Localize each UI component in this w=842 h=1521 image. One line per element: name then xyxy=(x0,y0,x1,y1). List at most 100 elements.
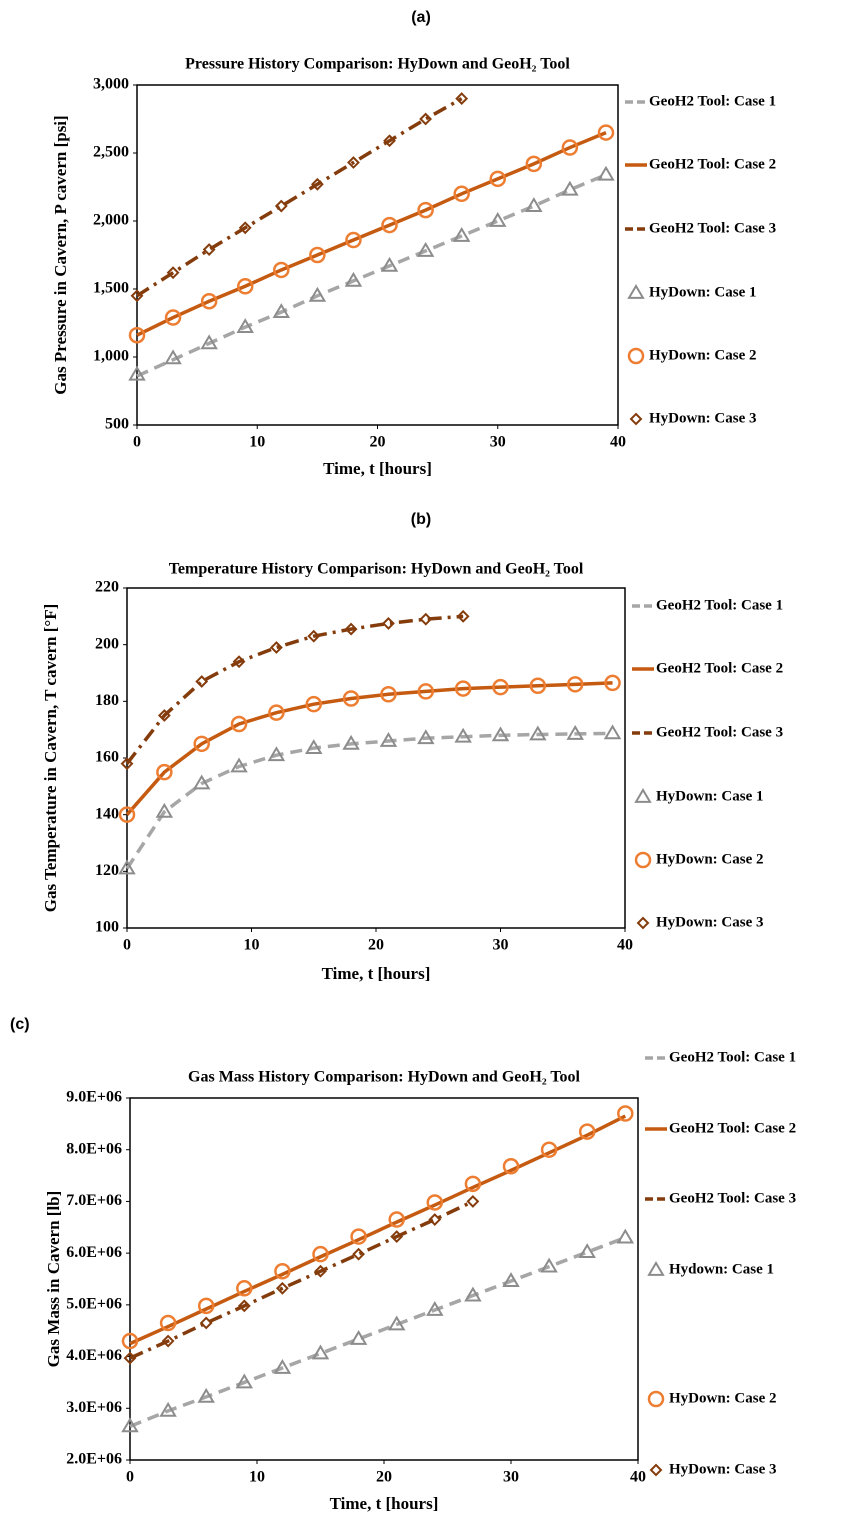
marker xyxy=(647,1261,665,1276)
marker xyxy=(419,612,433,626)
marker xyxy=(236,278,254,295)
y-tick-label: 4.0E+06 xyxy=(66,1347,122,1364)
x-axis-label: Time, t [hours] xyxy=(323,459,432,478)
marker xyxy=(236,1280,253,1297)
y-tick-label: 160 xyxy=(95,749,119,766)
marker xyxy=(349,1330,368,1345)
legend-label: GeoH2 Tool: Case 1 xyxy=(649,93,776,109)
marker xyxy=(636,916,650,930)
marker xyxy=(381,216,398,234)
marker xyxy=(267,746,286,762)
series-line xyxy=(129,1199,474,1360)
marker xyxy=(525,155,543,173)
legend-label: HyDown: Case 3 xyxy=(669,1461,777,1477)
y-tick-label: 8.0E+06 xyxy=(66,1140,122,1157)
marker xyxy=(235,1373,254,1389)
x-tick-label: 10 xyxy=(249,1469,265,1486)
marker xyxy=(121,1417,139,1433)
chart-title: Pressure History Comparison: HyDown and … xyxy=(185,56,570,73)
marker xyxy=(649,1463,663,1477)
marker xyxy=(156,763,173,781)
y-tick-label: 2,000 xyxy=(93,212,129,229)
y-tick-label: 6.0E+06 xyxy=(66,1244,122,1261)
marker xyxy=(230,757,248,773)
marker xyxy=(456,609,470,623)
marker xyxy=(489,170,506,188)
marker xyxy=(416,241,435,257)
y-tick-label: 3,000 xyxy=(93,76,129,93)
marker xyxy=(540,1257,558,1273)
marker xyxy=(274,1262,291,1280)
marker xyxy=(193,735,210,753)
legend-label: Hydown: Case 1 xyxy=(669,1261,774,1277)
marker xyxy=(426,1194,444,1211)
marker xyxy=(128,326,146,344)
legend-label: GeoH2 Tool: Case 2 xyxy=(656,660,783,676)
series-line xyxy=(136,173,607,378)
series-line xyxy=(136,97,463,298)
marker xyxy=(273,261,290,279)
marker xyxy=(647,1390,665,1408)
marker xyxy=(629,412,643,426)
marker xyxy=(492,678,509,696)
y-tick-label: 220 xyxy=(95,579,119,596)
marker xyxy=(350,1228,367,1245)
y-tick-label: 2.0E+06 xyxy=(66,1451,122,1468)
legend-label: HyDown: Case 3 xyxy=(649,410,757,426)
marker xyxy=(603,724,622,740)
y-tick-label: 3.0E+06 xyxy=(66,1399,122,1416)
x-tick-label: 0 xyxy=(133,434,141,451)
marker xyxy=(417,729,435,745)
series-line xyxy=(129,1235,626,1429)
marker xyxy=(128,365,146,381)
chart-title: Gas Mass History Comparison: HyDown and … xyxy=(188,1069,581,1086)
marker xyxy=(272,303,291,319)
marker xyxy=(634,851,652,869)
legend-label: HyDown: Case 3 xyxy=(656,914,764,930)
marker xyxy=(454,680,472,697)
series-line xyxy=(125,681,613,816)
marker xyxy=(529,677,547,694)
marker xyxy=(352,1247,366,1261)
y-tick-label: 140 xyxy=(95,805,119,822)
marker xyxy=(310,177,324,191)
marker xyxy=(305,739,323,754)
x-tick-label: 30 xyxy=(493,937,509,954)
marker xyxy=(164,349,182,365)
y-tick-label: 500 xyxy=(105,416,129,433)
legend-label: GeoH2 Tool: Case 2 xyxy=(649,156,776,172)
marker xyxy=(344,271,363,287)
marker xyxy=(118,806,136,823)
marker xyxy=(382,617,395,630)
marker xyxy=(578,1123,596,1140)
marker xyxy=(464,1286,482,1302)
marker xyxy=(344,622,358,636)
marker xyxy=(197,1387,215,1403)
marker xyxy=(309,246,326,264)
marker xyxy=(311,1344,330,1360)
x-tick-label: 0 xyxy=(123,937,131,954)
marker xyxy=(426,1301,444,1316)
marker xyxy=(525,197,543,212)
marker xyxy=(453,185,470,203)
marker xyxy=(597,165,615,181)
marker xyxy=(230,715,248,733)
marker xyxy=(616,1228,635,1244)
marker xyxy=(561,139,579,156)
marker xyxy=(159,1401,177,1417)
x-tick-label: 20 xyxy=(368,937,384,954)
y-tick-label: 120 xyxy=(95,862,119,879)
marker xyxy=(274,199,288,213)
marker xyxy=(452,226,471,242)
marker xyxy=(379,732,398,747)
marker xyxy=(312,1245,329,1263)
marker xyxy=(627,347,645,365)
marker xyxy=(597,124,615,141)
marker xyxy=(417,201,434,219)
marker xyxy=(268,704,285,721)
x-tick-label: 10 xyxy=(249,434,265,451)
marker xyxy=(159,1314,177,1332)
legend-label: HyDown: Case 1 xyxy=(649,284,757,300)
marker xyxy=(200,334,218,350)
marker xyxy=(566,724,584,740)
